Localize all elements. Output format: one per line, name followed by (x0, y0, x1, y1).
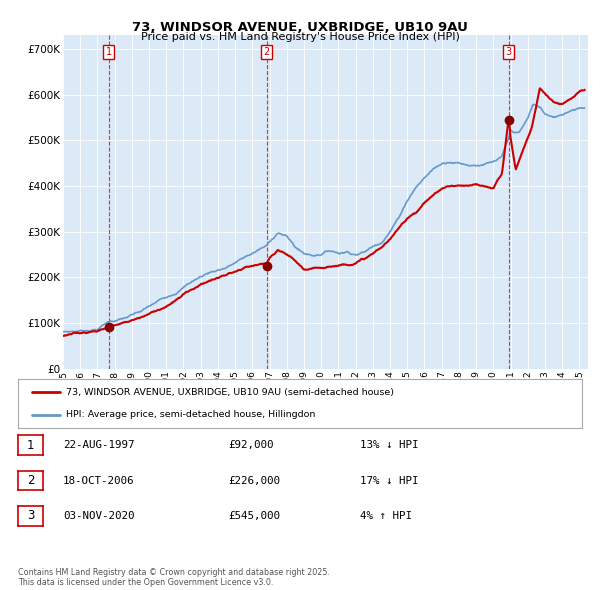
Text: £226,000: £226,000 (228, 476, 280, 486)
Text: Contains HM Land Registry data © Crown copyright and database right 2025.
This d: Contains HM Land Registry data © Crown c… (18, 568, 330, 587)
Text: 3: 3 (27, 509, 34, 523)
Text: 1: 1 (27, 438, 34, 452)
Text: 4% ↑ HPI: 4% ↑ HPI (360, 512, 412, 521)
Text: 1: 1 (106, 47, 112, 57)
Text: HPI: Average price, semi-detached house, Hillingdon: HPI: Average price, semi-detached house,… (66, 410, 316, 419)
Text: 73, WINDSOR AVENUE, UXBRIDGE, UB10 9AU (semi-detached house): 73, WINDSOR AVENUE, UXBRIDGE, UB10 9AU (… (66, 388, 394, 397)
Text: 3: 3 (506, 47, 512, 57)
Text: 2: 2 (263, 47, 270, 57)
Text: £545,000: £545,000 (228, 512, 280, 521)
Text: 73, WINDSOR AVENUE, UXBRIDGE, UB10 9AU: 73, WINDSOR AVENUE, UXBRIDGE, UB10 9AU (132, 21, 468, 34)
Text: 2: 2 (27, 474, 34, 487)
Text: £92,000: £92,000 (228, 441, 274, 450)
Text: 13% ↓ HPI: 13% ↓ HPI (360, 441, 419, 450)
Text: 22-AUG-1997: 22-AUG-1997 (63, 441, 134, 450)
Text: 17% ↓ HPI: 17% ↓ HPI (360, 476, 419, 486)
Text: 03-NOV-2020: 03-NOV-2020 (63, 512, 134, 521)
Text: 18-OCT-2006: 18-OCT-2006 (63, 476, 134, 486)
Text: Price paid vs. HM Land Registry's House Price Index (HPI): Price paid vs. HM Land Registry's House … (140, 32, 460, 42)
